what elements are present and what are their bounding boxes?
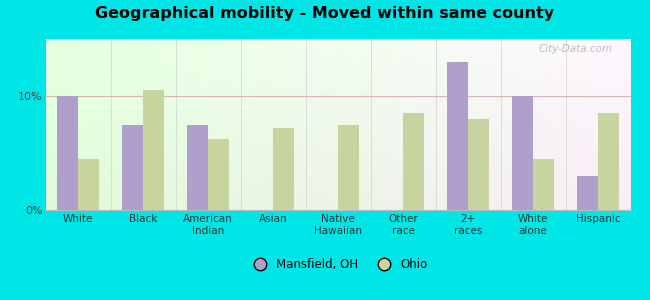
Bar	[78, 159, 99, 210]
Bar	[57, 96, 78, 210]
Bar	[338, 124, 359, 210]
Bar	[512, 96, 533, 210]
Bar	[273, 128, 294, 210]
Bar	[122, 124, 143, 210]
Bar	[468, 119, 489, 210]
Bar	[577, 176, 598, 210]
Legend: Mansfield, OH, Ohio: Mansfield, OH, Ohio	[243, 254, 433, 276]
Bar	[598, 113, 619, 210]
Bar	[447, 62, 468, 210]
Bar	[533, 159, 554, 210]
Text: Geographical mobility - Moved within same county: Geographical mobility - Moved within sam…	[96, 6, 554, 21]
Bar	[403, 113, 424, 210]
Bar	[143, 90, 164, 210]
Bar	[208, 139, 229, 210]
Bar	[187, 124, 208, 210]
Text: City-Data.com: City-Data.com	[539, 44, 613, 54]
